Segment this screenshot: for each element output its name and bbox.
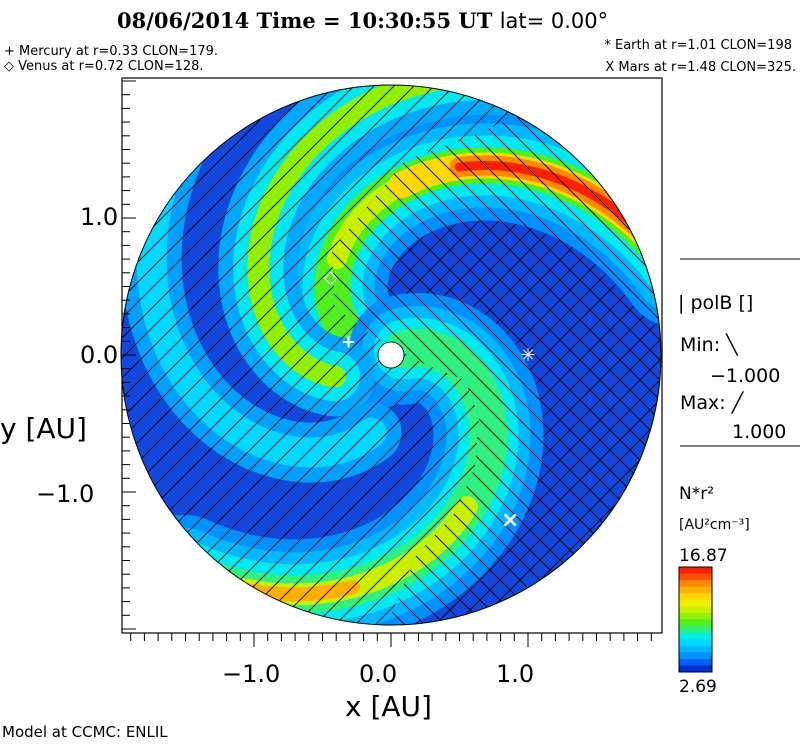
- venus-marker: ◇: [324, 267, 338, 288]
- colorbar-segment: [679, 573, 712, 581]
- colorbar-segment: [679, 593, 712, 601]
- x-tick-label: 1.0: [496, 660, 535, 688]
- colorbar-segment: [679, 626, 712, 634]
- x-axis-label: x [AU]: [345, 690, 432, 723]
- y-tick-label: 1.0: [80, 203, 119, 231]
- colorbar-segment: [679, 599, 712, 607]
- colorbar-outline: [678, 566, 713, 673]
- colorbar-segment: [679, 652, 712, 660]
- colorbar-segment: [679, 639, 712, 647]
- min-label: Min: ╲: [680, 334, 738, 356]
- y-axis-label: y [AU]: [0, 412, 87, 445]
- colorbar-segment: [679, 665, 712, 673]
- sun-icon: [377, 341, 405, 369]
- colorbar-segment: [679, 612, 712, 620]
- earth-marker: ✳: [520, 345, 535, 366]
- x-tick-label: −1.0: [222, 660, 281, 688]
- max-value: 1.000: [732, 421, 787, 443]
- x-tick-label: 0.0: [359, 660, 398, 688]
- colorbar-segment: [679, 567, 712, 575]
- mars-legend: X Mars at r=1.48 CLON=325.: [605, 60, 796, 75]
- earth-legend: * Earth at r=1.01 CLON=198: [604, 38, 792, 53]
- model-credit: Model at CCMC: ENLIL: [2, 723, 168, 741]
- min-value: −1.000: [710, 365, 781, 387]
- colorbar-segment: [679, 586, 712, 594]
- colorbar-segment: [679, 619, 712, 627]
- mercury-marker: +: [341, 331, 356, 352]
- latitude-text: lat= 0.00°: [499, 9, 609, 33]
- mercury-legend: + Mercury at r=0.33 CLON=179.: [4, 44, 219, 59]
- colorbar-segment: [679, 645, 712, 653]
- max-label: Max: ╱: [680, 392, 744, 414]
- venus-legend: ◇ Venus at r=0.72 CLON=128.: [4, 59, 204, 74]
- quantity-label: N*r²: [679, 484, 715, 504]
- title-text: 08/06/2014 Time = 10:30:55 UT: [117, 8, 493, 33]
- y-tick-label: 0.0: [80, 341, 119, 369]
- mars-marker: ×: [501, 508, 519, 533]
- colorbar-min-label: 2.69: [679, 677, 717, 697]
- disk-outline: [120, 84, 662, 626]
- colorbar-segment: [679, 632, 712, 640]
- colorbar-segment: [679, 658, 712, 666]
- y-tick-label: −1.0: [36, 480, 95, 508]
- colorbar-segment: [679, 580, 712, 588]
- polarity-label: | polB []: [678, 292, 754, 314]
- plot-title: 08/06/2014 Time = 10:30:55 UT lat= 0.00°: [117, 8, 608, 33]
- colorbar-max-label: 16.87: [679, 546, 728, 566]
- units-label: [AU²cm⁻³]: [679, 517, 750, 533]
- colorbar-segment: [679, 606, 712, 614]
